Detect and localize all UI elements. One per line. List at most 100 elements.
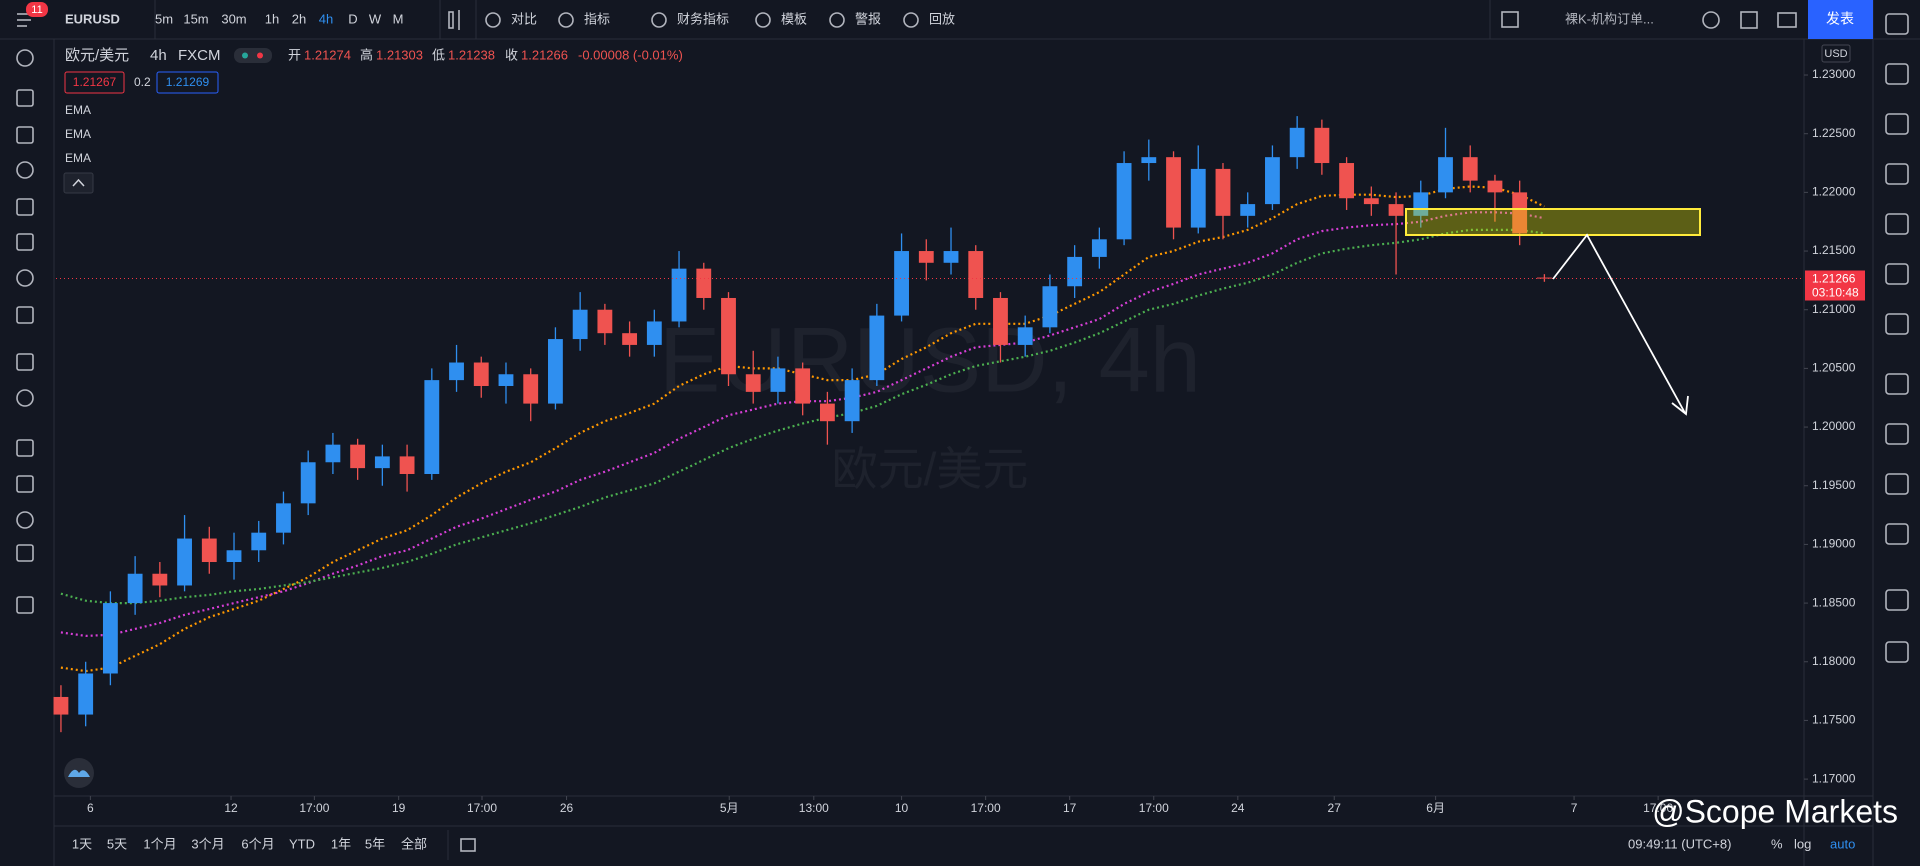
- side-icon[interactable]: [1885, 113, 1909, 135]
- side-icon[interactable]: [1885, 263, 1909, 285]
- ask[interactable]: 1.21269: [166, 75, 210, 89]
- tool-icon[interactable]: [16, 233, 34, 251]
- candle-body: [745, 374, 761, 392]
- watermark-name: 欧元/美元: [832, 443, 1029, 495]
- interval[interactable]: W: [369, 11, 382, 26]
- candle-body: [350, 444, 366, 469]
- candle-body: [1487, 180, 1503, 193]
- side-icon[interactable]: [1885, 423, 1909, 445]
- tool-icon[interactable]: [16, 475, 34, 493]
- range-button[interactable]: 6个月: [241, 836, 274, 851]
- log-toggle[interactable]: log: [1794, 836, 1811, 851]
- tool[interactable]: 回放: [929, 11, 955, 26]
- candle-body: [300, 462, 316, 504]
- collapse-button[interactable]: [63, 172, 94, 194]
- side-icon[interactable]: [1885, 473, 1909, 495]
- tool-icon[interactable]: [16, 161, 34, 179]
- interval[interactable]: 1h: [265, 11, 279, 26]
- range-button[interactable]: YTD: [289, 836, 315, 851]
- candle-body: [325, 444, 341, 463]
- side-icon[interactable]: [1885, 589, 1909, 611]
- interval[interactable]: 4h: [319, 11, 333, 26]
- range-button[interactable]: 5年: [365, 836, 385, 851]
- candle-body: [127, 573, 143, 604]
- candle-body: [53, 696, 69, 715]
- candle-body: [572, 309, 588, 340]
- tool[interactable]: 对比: [511, 11, 537, 26]
- legend: 欧元/美元 4h FXCM 开 1.21274 高 1.21303 低 1.21…: [63, 47, 683, 194]
- x-tick-label: 6: [87, 801, 94, 815]
- bid-box[interactable]: [64, 71, 125, 94]
- range-button[interactable]: 1天: [72, 836, 92, 851]
- y-tick-label: 1.21500: [1812, 243, 1856, 257]
- side-icon[interactable]: [1885, 213, 1909, 235]
- legend-source: FXCM: [178, 47, 221, 64]
- tool-icon[interactable]: [16, 49, 34, 67]
- ask-box[interactable]: [156, 71, 219, 94]
- range-button[interactable]: 全部: [401, 836, 427, 851]
- candle-body: [498, 374, 514, 386]
- layout-name[interactable]: 裸K-机构订单...: [1565, 11, 1654, 26]
- interval[interactable]: 5m: [155, 11, 173, 26]
- interval[interactable]: 30m: [221, 11, 246, 26]
- candle-body: [721, 297, 736, 375]
- interval[interactable]: M: [393, 11, 404, 26]
- tool[interactable]: 指标: [584, 11, 610, 26]
- tool[interactable]: 警报: [855, 11, 881, 26]
- tool-icon[interactable]: [16, 596, 34, 614]
- tool-icon[interactable]: [16, 511, 34, 529]
- candle-body: [102, 603, 118, 674]
- tool-icon[interactable]: [16, 269, 34, 287]
- status-pill[interactable]: [234, 48, 272, 63]
- side-icon[interactable]: [1885, 641, 1909, 663]
- candle-body: [646, 321, 662, 345]
- candle-body: [819, 403, 835, 422]
- candle-body: [152, 573, 168, 586]
- side-icon[interactable]: [1885, 313, 1909, 335]
- side-icon[interactable]: [1885, 13, 1909, 35]
- auto-toggle[interactable]: auto: [1830, 836, 1855, 851]
- tool-icon[interactable]: [16, 89, 34, 107]
- tool[interactable]: 模板: [781, 11, 807, 26]
- x-tick-label: 27: [1328, 801, 1342, 815]
- candle-body: [1265, 157, 1280, 205]
- candle-body: [1339, 163, 1355, 199]
- side-icon[interactable]: [1885, 163, 1909, 185]
- x-tick-label: 7: [1571, 801, 1578, 815]
- interval[interactable]: 15m: [183, 11, 208, 26]
- y-tick-label: 1.21000: [1812, 302, 1856, 316]
- tool-icon: [651, 12, 667, 28]
- tool-icon: [485, 12, 501, 28]
- range-button[interactable]: 1个月: [143, 836, 176, 851]
- publish-label[interactable]: 发表: [1826, 11, 1854, 27]
- currency-box: [1821, 44, 1851, 63]
- symbol[interactable]: EURUSD: [65, 11, 120, 26]
- tool-icon[interactable]: [16, 126, 34, 144]
- bid[interactable]: 1.21267: [73, 75, 117, 89]
- side-icon[interactable]: [1885, 63, 1909, 85]
- tool-icon[interactable]: [16, 353, 34, 371]
- tool[interactable]: 财务指标: [677, 11, 729, 26]
- x-tick-label: 6月: [1426, 801, 1445, 815]
- tool-icon[interactable]: [16, 389, 34, 407]
- candle-body: [449, 362, 464, 381]
- interval[interactable]: D: [348, 11, 357, 26]
- side-icon[interactable]: [1885, 523, 1909, 545]
- tool-icon[interactable]: [16, 439, 34, 457]
- range-button[interactable]: 5天: [107, 836, 127, 851]
- x-tick-label: 24: [1231, 801, 1245, 815]
- publish-button[interactable]: [1808, 0, 1873, 39]
- tool-icon[interactable]: [16, 198, 34, 216]
- side-icon[interactable]: [1885, 373, 1909, 395]
- badge-count: 11: [31, 4, 42, 16]
- menu-button[interactable]: 11: [17, 2, 48, 27]
- percent-toggle[interactable]: %: [1771, 836, 1783, 851]
- range-button[interactable]: 3个月: [191, 836, 224, 851]
- y-tick-label: 1.22500: [1812, 126, 1856, 140]
- candle-body: [276, 503, 291, 533]
- tool-icon[interactable]: [16, 544, 34, 562]
- interval[interactable]: 2h: [292, 11, 306, 26]
- tool-icon[interactable]: [16, 306, 34, 324]
- range-button[interactable]: 1年: [331, 836, 351, 851]
- y-tick-label: 1.17500: [1812, 713, 1856, 727]
